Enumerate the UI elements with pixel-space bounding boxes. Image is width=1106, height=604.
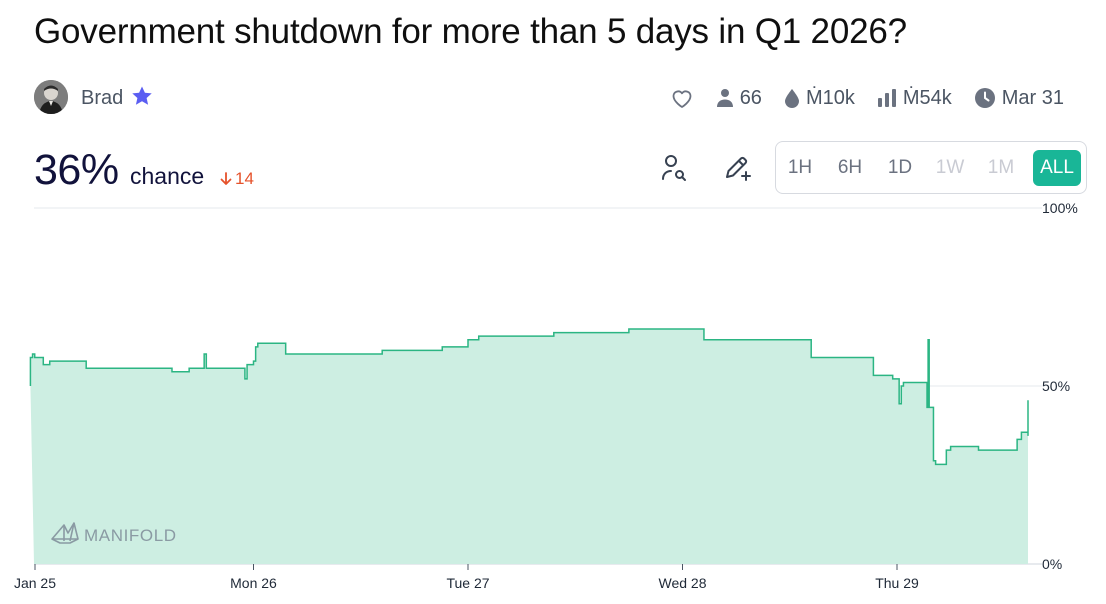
clock-icon xyxy=(974,88,995,108)
liquidity-stat[interactable]: Ṁ10k xyxy=(784,87,855,110)
market-title: Government shutdown for more than 5 days… xyxy=(34,12,907,51)
liquidity-amount: Ṁ10k xyxy=(805,86,855,109)
manifold-watermark: MANIFOLD xyxy=(51,522,177,545)
market-stats: 66 Ṁ10k Ṁ54k Mar 31 xyxy=(670,86,1064,110)
volume-stat[interactable]: Ṁ54k xyxy=(877,87,952,110)
volume-amount: Ṁ54k xyxy=(902,86,952,109)
like-button[interactable] xyxy=(670,87,694,109)
close-date-stat[interactable]: Mar 31 xyxy=(974,87,1064,110)
heart-icon xyxy=(672,90,692,108)
range-1d-button[interactable]: 1D xyxy=(887,157,913,178)
x-axis: Jan 25 Mon 26 Tue 27 Wed 28 Thu 29 xyxy=(14,564,919,591)
pencil-plus-icon xyxy=(726,156,751,181)
user-search-icon xyxy=(662,155,686,181)
star-icon xyxy=(130,84,154,108)
arrow-down-icon xyxy=(220,172,232,185)
user-icon xyxy=(716,89,733,107)
close-date: Mar 31 xyxy=(1001,86,1064,109)
x-tick-label: Mon 26 xyxy=(230,575,277,591)
traders-count: 66 xyxy=(739,86,762,109)
avatar[interactable] xyxy=(34,80,68,114)
user-search-button[interactable] xyxy=(658,152,690,184)
traders-stat[interactable]: 66 xyxy=(716,87,762,110)
y-tick-label: 100% xyxy=(1042,200,1078,216)
probability-change: 14 xyxy=(220,169,254,189)
droplet-icon xyxy=(784,89,799,108)
chance-label: chance xyxy=(130,163,205,189)
time-range-selector: 1H 6H 1D 1W 1M ALL xyxy=(775,141,1087,194)
range-1w-button: 1W xyxy=(935,157,965,178)
x-tick-label: Thu 29 xyxy=(875,575,919,591)
manifold-logo-icon xyxy=(51,522,79,544)
probability-value: 36% xyxy=(34,146,119,194)
author-name[interactable]: Brad xyxy=(81,87,124,109)
range-6h-button[interactable]: 6H xyxy=(837,157,863,178)
y-tick-label: 0% xyxy=(1042,556,1062,572)
y-axis: 100% 50% 0% xyxy=(1042,200,1078,572)
bar-chart-icon xyxy=(877,89,896,107)
range-1m-button: 1M xyxy=(987,157,1015,178)
x-tick-label: Wed 28 xyxy=(659,575,707,591)
range-1h-button[interactable]: 1H xyxy=(787,157,813,178)
range-all-button[interactable]: ALL xyxy=(1033,150,1081,186)
probability-chart[interactable]: MANIFOLD 100% 50% 0% Jan 25 Mon 26 Tue 27 Wed… xyxy=(0,196,1106,604)
change-value: 14 xyxy=(235,169,254,188)
market-meta-row: Brad 66 Ṁ10k Ṁ54k Mar 31 xyxy=(34,78,1064,118)
x-tick-label: Jan 25 xyxy=(14,575,56,591)
probability-line xyxy=(29,328,1029,466)
probability-area xyxy=(30,329,1029,564)
y-tick-label: 50% xyxy=(1042,378,1070,394)
edit-button[interactable] xyxy=(721,152,753,184)
watermark-text: MANIFOLD xyxy=(84,526,177,545)
x-tick-label: Tue 27 xyxy=(446,575,489,591)
